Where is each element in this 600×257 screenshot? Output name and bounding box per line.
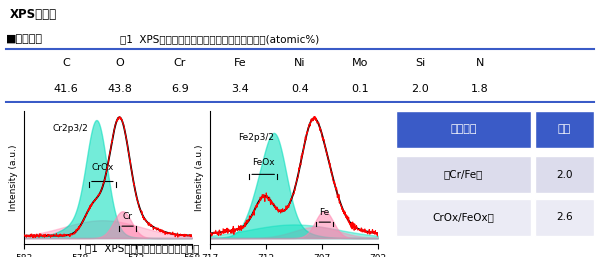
Text: N: N [476,58,484,68]
Text: 結果: 結果 [557,124,571,134]
Text: Mo: Mo [352,58,368,68]
Text: 0.1: 0.1 [351,84,369,94]
FancyBboxPatch shape [396,156,530,193]
Text: 全Cr/Fe比: 全Cr/Fe比 [443,170,483,180]
FancyBboxPatch shape [535,156,594,193]
Text: 3.4: 3.4 [231,84,249,94]
FancyBboxPatch shape [535,199,594,236]
Text: Cr: Cr [174,58,186,68]
FancyBboxPatch shape [535,111,594,148]
Text: O: O [116,58,124,68]
Text: CrOx/FeOx比: CrOx/FeOx比 [433,213,494,222]
Text: 43.8: 43.8 [107,84,133,94]
Text: Cr: Cr [122,212,132,221]
Text: Fe: Fe [319,208,329,217]
Text: CrOx: CrOx [91,163,113,172]
Text: 0.4: 0.4 [291,84,309,94]
Y-axis label: Intensity (a.u.): Intensity (a.u.) [196,144,205,210]
Text: 41.6: 41.6 [53,84,79,94]
Text: C: C [62,58,70,68]
Text: Ni: Ni [294,58,306,68]
Text: Fe: Fe [233,58,247,68]
Text: 2.6: 2.6 [556,213,572,222]
Y-axis label: Intensity (a.u.): Intensity (a.u.) [10,144,19,210]
Text: XPS評価例: XPS評価例 [10,8,56,21]
Text: Fe2p3/2: Fe2p3/2 [238,133,274,142]
Text: 評価項目: 評価項目 [450,124,476,134]
Text: 1.8: 1.8 [471,84,489,94]
FancyBboxPatch shape [396,199,530,236]
Text: Cr2p3/2: Cr2p3/2 [52,124,88,133]
Text: FeOx: FeOx [253,158,275,167]
Text: 表1  XPSワイドスペクトルからの表面元素組成(atomic%): 表1 XPSワイドスペクトルからの表面元素組成(atomic%) [120,34,319,44]
Text: 6.9: 6.9 [171,84,189,94]
Text: Si: Si [415,58,425,68]
Text: 2.0: 2.0 [411,84,429,94]
Text: ■表面分析: ■表面分析 [6,34,43,44]
Text: 2.0: 2.0 [556,170,572,180]
Text: 図1  XPSナロースキャンスペクトル: 図1 XPSナロースキャンスペクトル [85,243,200,253]
FancyBboxPatch shape [396,111,530,148]
